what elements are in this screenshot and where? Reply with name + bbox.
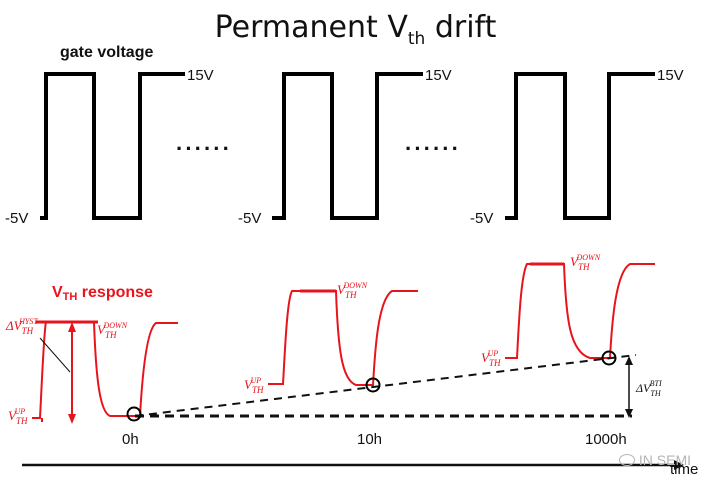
marker-circle-1000h: [601, 350, 617, 366]
vth-response-curve-1: [32, 321, 178, 419]
ellipsis-1: ······: [176, 136, 232, 161]
label-vth-down-2: VTHDOWN: [337, 281, 368, 300]
label-delta-vth-hyst: ΔVTHHYST: [5, 317, 38, 336]
gate-low-label-2: -5V: [238, 210, 261, 227]
wechat-icon: [618, 454, 635, 466]
time-axis-label: time: [670, 461, 698, 478]
time-mark-0h: 0h: [122, 431, 139, 448]
ellipsis-2: ······: [405, 136, 461, 161]
watermark-text: IN SEMI: [638, 452, 691, 468]
gate-low-label-1: -5V: [5, 210, 28, 227]
bti-arrow-head-up: [625, 356, 633, 365]
label-vth-down-1: VTHDOWN: [97, 321, 128, 340]
marker-circle-10h: [365, 377, 381, 393]
label-vth-up-1: VTHUP: [8, 407, 28, 426]
gate-high-label-1: 15V: [187, 67, 214, 84]
gate-pulse-3: [505, 72, 655, 220]
watermark: IN SEMI: [618, 452, 691, 468]
gate-low-label-3: -5V: [470, 210, 493, 227]
bti-arrow-head-down: [625, 409, 633, 418]
gate-pulse-1: [40, 72, 185, 220]
label-vth-up-3: VTHUP: [481, 349, 501, 368]
gate-high-label-2: 15V: [425, 67, 452, 84]
drift-dashed-line: [134, 354, 637, 417]
vth-response-label: VTH response: [52, 284, 153, 303]
gate-high-label-3: 15V: [657, 67, 684, 84]
vth-response-curve-3: [505, 263, 655, 359]
time-mark-1000h: 1000h: [585, 431, 627, 448]
time-mark-10h: 10h: [357, 431, 382, 448]
gate-voltage-label: gate voltage: [60, 44, 153, 61]
hyst-leader-line: [39, 337, 71, 373]
label-vth-up-2: VTHUP: [244, 376, 264, 395]
hyst-arrow-head-up: [68, 322, 76, 332]
diagram-title: Permanent Vth drift: [214, 10, 497, 49]
marker-circle-0h: [126, 406, 142, 422]
hyst-arrow-head-down: [68, 414, 76, 424]
vth-response-curve-2: [268, 290, 418, 386]
time-axis-arrow: [674, 460, 684, 470]
label-delta-vth-bti: ΔVTHBTI: [635, 379, 662, 398]
label-vth-down-3: VTHDOWN: [570, 253, 601, 272]
gate-pulse-2: [272, 72, 423, 220]
